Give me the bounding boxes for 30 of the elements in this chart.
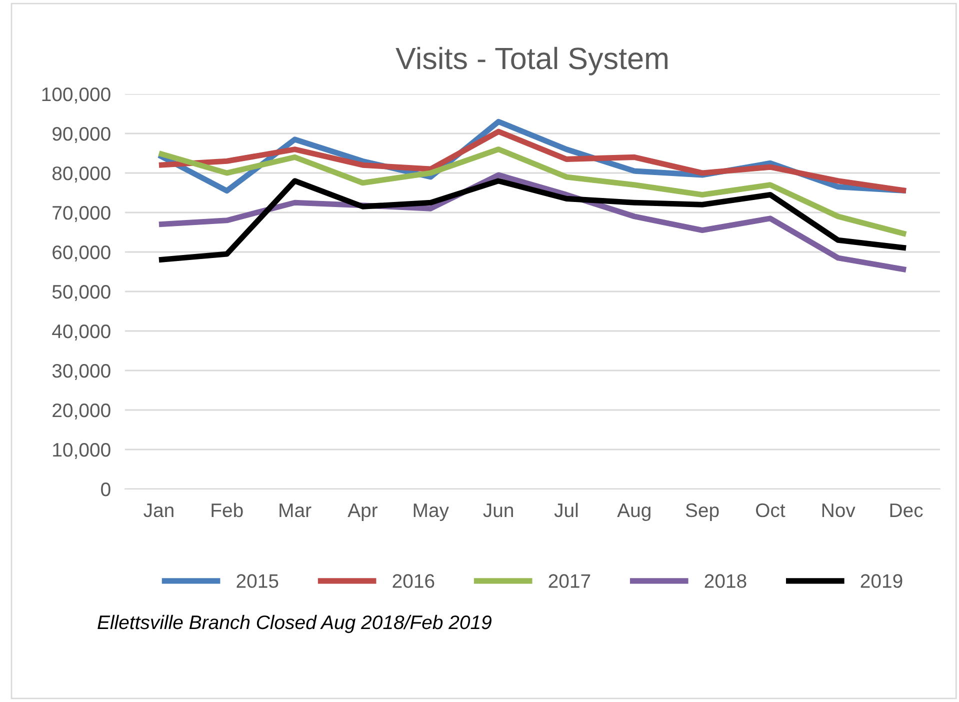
y-tick-label: 20,000 xyxy=(52,403,110,420)
y-tick-label: 50,000 xyxy=(52,284,110,302)
y-tick-label: 0 xyxy=(101,482,110,496)
x-tick-label: Sep xyxy=(686,503,719,522)
x-tick-label: Aug xyxy=(617,504,650,522)
y-tick-label: 90,000 xyxy=(52,126,110,144)
y-tick-label: 10,000 xyxy=(53,442,110,460)
y-tick-label: 70,000 xyxy=(52,206,110,222)
chart-title: Visits - Total System xyxy=(396,46,668,76)
legend-label: 2018 xyxy=(704,574,746,588)
x-tick-label: Nov xyxy=(822,504,856,518)
x-tick-label: Jun xyxy=(483,504,513,518)
x-tick-label: Mar xyxy=(280,504,312,518)
x-tick-label: Jul xyxy=(554,502,578,518)
x-tick-label: Oct xyxy=(756,503,786,518)
y-tick-label: 100,000 xyxy=(42,87,110,104)
x-tick-label: Feb xyxy=(212,502,243,518)
text: Ellettsville Branch Closed Aug 2018/Feb 2019 xyxy=(98,614,492,634)
legend-label: 2019 xyxy=(860,574,902,588)
y-tick-label: 40,000 xyxy=(52,324,110,341)
x-tick-label: Dec xyxy=(890,504,923,518)
legend-label: 2017 xyxy=(548,574,590,588)
x-tick-label: Jan xyxy=(144,504,174,518)
y-tick-label: 80,000 xyxy=(52,166,110,183)
legend-label: 2015 xyxy=(236,574,278,588)
x-tick-label: Apr xyxy=(348,504,378,522)
y-tick-label: 30,000 xyxy=(52,364,110,380)
y-tick-label: 60,000 xyxy=(52,245,110,262)
legend-label: 2016 xyxy=(392,574,434,588)
x-tick-label: May xyxy=(414,504,449,522)
